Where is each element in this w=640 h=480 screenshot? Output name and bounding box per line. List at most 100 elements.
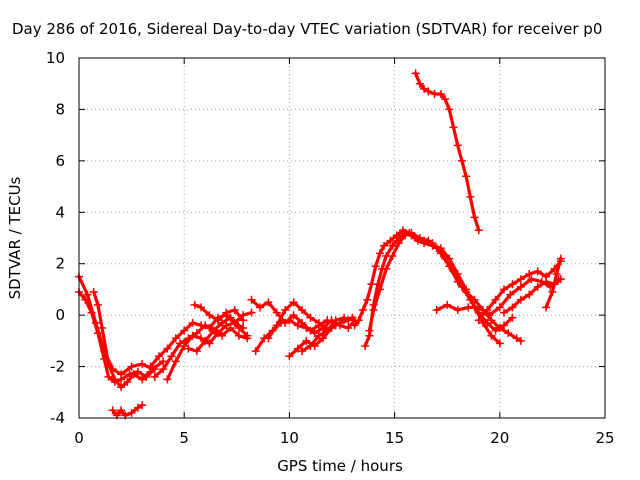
data-point bbox=[319, 334, 328, 343]
data-point bbox=[163, 375, 172, 384]
data-point bbox=[436, 90, 445, 98]
data-point bbox=[197, 334, 206, 343]
series-arc-22 bbox=[542, 254, 565, 312]
series-line bbox=[544, 257, 563, 309]
data-point bbox=[548, 288, 557, 296]
data-point bbox=[500, 308, 509, 317]
data-point bbox=[175, 339, 184, 348]
data-point bbox=[188, 331, 197, 340]
data-point bbox=[117, 370, 126, 379]
data-point bbox=[457, 282, 466, 291]
data-point bbox=[340, 313, 349, 322]
data-point bbox=[470, 213, 479, 222]
data-point bbox=[508, 303, 517, 312]
data-point bbox=[487, 316, 496, 325]
x-tick-label: 0 bbox=[74, 429, 84, 447]
data-point bbox=[192, 347, 201, 356]
data-point bbox=[289, 298, 298, 307]
data-point bbox=[542, 303, 551, 312]
data-point bbox=[201, 321, 210, 330]
series-line bbox=[287, 318, 350, 358]
data-point bbox=[127, 362, 136, 371]
data-point bbox=[457, 156, 466, 165]
series-line bbox=[153, 316, 249, 379]
data-point bbox=[375, 249, 384, 258]
series-arc-6 bbox=[150, 313, 252, 381]
y-tick-label: 0 bbox=[55, 306, 65, 324]
data-point bbox=[552, 270, 561, 278]
data-point bbox=[508, 280, 517, 289]
data-point bbox=[516, 275, 525, 284]
data-point bbox=[344, 316, 353, 325]
data-point bbox=[218, 331, 227, 340]
data-point bbox=[264, 298, 273, 307]
data-point bbox=[243, 334, 252, 343]
data-point bbox=[159, 365, 168, 374]
data-point bbox=[363, 295, 372, 304]
y-tick-label: 2 bbox=[55, 255, 65, 273]
plot-frame bbox=[78, 57, 606, 419]
data-point bbox=[146, 362, 155, 371]
data-point bbox=[344, 324, 353, 332]
data-point bbox=[394, 239, 403, 248]
data-point bbox=[222, 321, 231, 330]
data-point bbox=[474, 303, 483, 312]
data-point bbox=[285, 352, 294, 361]
data-point bbox=[500, 285, 509, 294]
data-point bbox=[533, 267, 542, 276]
data-series bbox=[75, 69, 565, 420]
y-axis-label: SDTVAR / TECUs bbox=[6, 176, 24, 299]
series-line bbox=[186, 326, 249, 353]
data-point bbox=[230, 318, 239, 327]
x-axis-label: GPS time / hours bbox=[277, 457, 403, 475]
data-point bbox=[533, 282, 542, 291]
series-arc-18 bbox=[411, 69, 483, 235]
data-point bbox=[298, 347, 307, 356]
data-point bbox=[542, 277, 551, 286]
data-point bbox=[466, 192, 475, 201]
data-point bbox=[83, 290, 92, 299]
data-point bbox=[462, 172, 471, 181]
x-tick-label: 20 bbox=[490, 429, 509, 447]
data-point bbox=[154, 352, 163, 361]
data-point bbox=[184, 344, 193, 353]
data-point bbox=[432, 244, 441, 253]
data-point bbox=[302, 324, 311, 332]
y-tick-label: 6 bbox=[55, 152, 65, 170]
data-point bbox=[213, 316, 222, 325]
data-point bbox=[516, 282, 525, 291]
data-point bbox=[226, 324, 235, 332]
data-point bbox=[133, 367, 142, 376]
data-point bbox=[298, 306, 307, 314]
data-point bbox=[441, 254, 450, 263]
data-point bbox=[506, 290, 515, 299]
data-point bbox=[205, 311, 214, 320]
data-point bbox=[171, 334, 180, 343]
data-point bbox=[445, 105, 454, 114]
series-arc-17 bbox=[365, 228, 517, 335]
data-point bbox=[525, 270, 534, 278]
data-point bbox=[239, 316, 248, 325]
data-point bbox=[388, 252, 397, 260]
data-point bbox=[293, 344, 302, 353]
series-arc-9 bbox=[184, 324, 252, 356]
data-point bbox=[453, 141, 462, 150]
data-point bbox=[104, 360, 113, 368]
data-point bbox=[163, 344, 172, 353]
data-point bbox=[361, 342, 370, 350]
data-point bbox=[91, 318, 100, 327]
data-point bbox=[255, 303, 264, 312]
data-point bbox=[443, 300, 452, 309]
data-point bbox=[483, 306, 492, 314]
data-point bbox=[474, 226, 483, 235]
data-point bbox=[285, 316, 294, 325]
data-point bbox=[190, 300, 199, 309]
data-point bbox=[424, 236, 433, 245]
data-point bbox=[474, 316, 483, 325]
data-point bbox=[108, 406, 117, 415]
data-point bbox=[516, 336, 525, 345]
data-point bbox=[527, 275, 536, 284]
data-point bbox=[401, 231, 410, 240]
data-point bbox=[247, 308, 256, 317]
